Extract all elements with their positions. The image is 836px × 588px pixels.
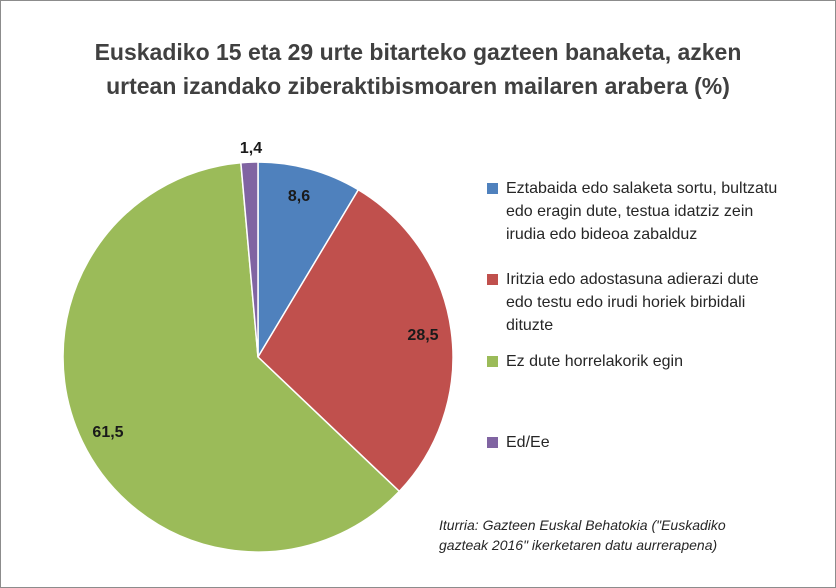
legend-label-line: Ez dute horrelakorik egin (506, 353, 683, 370)
pie-slice (62, 161, 401, 553)
slice-data-label: 61,5 (92, 424, 123, 441)
source-note: Iturria: Gazteen Euskal Behatokia ("Eusk… (439, 515, 819, 555)
legend-label-line: edo eragin dute, testua idatziz zein (506, 203, 754, 220)
legend-swatch (487, 356, 498, 367)
legend-label: Ez dute horrelakorik egin (506, 350, 826, 373)
chart-title: Euskadiko 15 eta 29 urte bitarteko gazte… (1, 35, 835, 103)
legend-swatch (487, 274, 498, 285)
chart-title-line-2: urtean izandako ziberaktibismoaren maila… (106, 73, 730, 99)
legend-swatch (487, 183, 498, 194)
legend-label-line: Eztabaida edo salaketa sortu, bultzatu (506, 180, 778, 197)
legend-label-line: edo testu edo irudi horiek birbidali (506, 294, 746, 311)
legend-label-line: Ed/Ee (506, 434, 550, 451)
legend-label: Iritzia edo adostasuna adierazi dute edo … (506, 268, 826, 337)
source-note-line-1: Iturria: Gazteen Euskal Behatokia ("Eusk… (439, 517, 726, 533)
pie-slice (257, 188, 454, 493)
legend-label-line: irudia edo bideoa zabalduz (506, 226, 698, 243)
pie-slice (257, 161, 360, 360)
source-note-line-2: gazteak 2016" ikerketaren datu aurrerape… (439, 537, 718, 553)
slice-data-label: 28,5 (407, 327, 438, 344)
legend-label-line: dituzte (506, 317, 554, 334)
slice-data-label: 8,6 (288, 188, 310, 205)
legend-label-line: Iritzia edo adostasuna adierazi dute (506, 271, 759, 288)
legend-label: Eztabaida edo salaketa sortu, bultzatu ed… (506, 177, 826, 246)
slice-data-label: 1,4 (240, 140, 262, 157)
legend-label: Ed/Ee (506, 431, 826, 454)
pie-slice (240, 161, 259, 358)
chart-title-line-1: Euskadiko 15 eta 29 urte bitarteko gazte… (94, 39, 742, 65)
legend-swatch (487, 437, 498, 448)
